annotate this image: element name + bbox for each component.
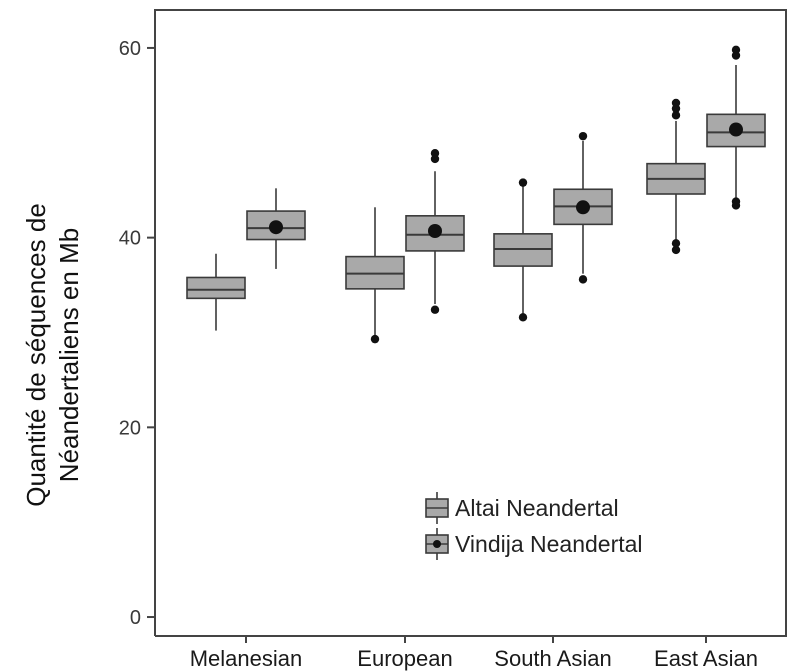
- legend-item: Vindija Neandertal: [425, 528, 643, 560]
- box-series: [186, 45, 766, 344]
- plot-panel: [154, 9, 787, 637]
- legend-item: Altai Neandertal: [425, 492, 619, 524]
- outlier-point: [731, 197, 741, 206]
- box-altai-melanesian: [186, 253, 246, 331]
- legend-key-mean: [433, 540, 441, 548]
- box-altai-south-asian: [493, 178, 553, 322]
- outlier-point: [731, 45, 741, 55]
- outlier-point: [671, 245, 681, 255]
- x-axis-ticks: Melanesian European South Asian East Asian: [190, 636, 758, 671]
- box-iqr: [186, 276, 246, 300]
- outlier-point: [671, 98, 681, 108]
- outlier-point: [578, 131, 588, 141]
- panel-border: [154, 9, 787, 636]
- outlier-point: [370, 334, 380, 344]
- box-vindija-south-asian: [553, 131, 613, 284]
- mean-point: [269, 220, 283, 235]
- box-vindija-european: [405, 149, 465, 314]
- y-tick-label: 60: [119, 38, 141, 60]
- y-tick-label: 20: [119, 417, 141, 439]
- legend: Altai Neandertal Vindija Neandertal: [425, 492, 643, 560]
- y-axis-title-line: Néandertaliens en Mb: [54, 228, 84, 482]
- y-tick-label: 0: [130, 607, 141, 629]
- x-tick-label: European: [357, 646, 452, 671]
- y-axis-title: Quantité de séquences de Néandertaliens e…: [21, 203, 84, 507]
- x-tick-label: South Asian: [494, 646, 611, 671]
- y-tick-label: 40: [119, 228, 141, 250]
- outlier-point: [518, 178, 528, 187]
- x-tick-label: East Asian: [654, 646, 758, 671]
- legend-label: Vindija Neandertal: [455, 531, 643, 557]
- y-axis-ticks: 0 20 40 60: [119, 38, 155, 629]
- box-altai-east-asian: [646, 98, 706, 255]
- legend-label: Altai Neandertal: [455, 495, 619, 521]
- mean-point: [576, 200, 590, 215]
- outlier-point: [430, 149, 440, 158]
- outlier-point: [430, 305, 440, 314]
- box-altai-european: [345, 207, 405, 344]
- x-tick-label: Melanesian: [190, 646, 303, 671]
- box-vindija-melanesian: [246, 188, 306, 269]
- box-vindija-east-asian: [706, 45, 766, 210]
- outlier-point: [518, 313, 528, 322]
- outlier-point: [671, 111, 681, 120]
- mean-point: [428, 223, 442, 238]
- outlier-point: [671, 239, 681, 248]
- mean-point: [729, 122, 743, 137]
- y-axis-title-line: Quantité de séquences de: [21, 203, 51, 507]
- outlier-point: [578, 275, 588, 284]
